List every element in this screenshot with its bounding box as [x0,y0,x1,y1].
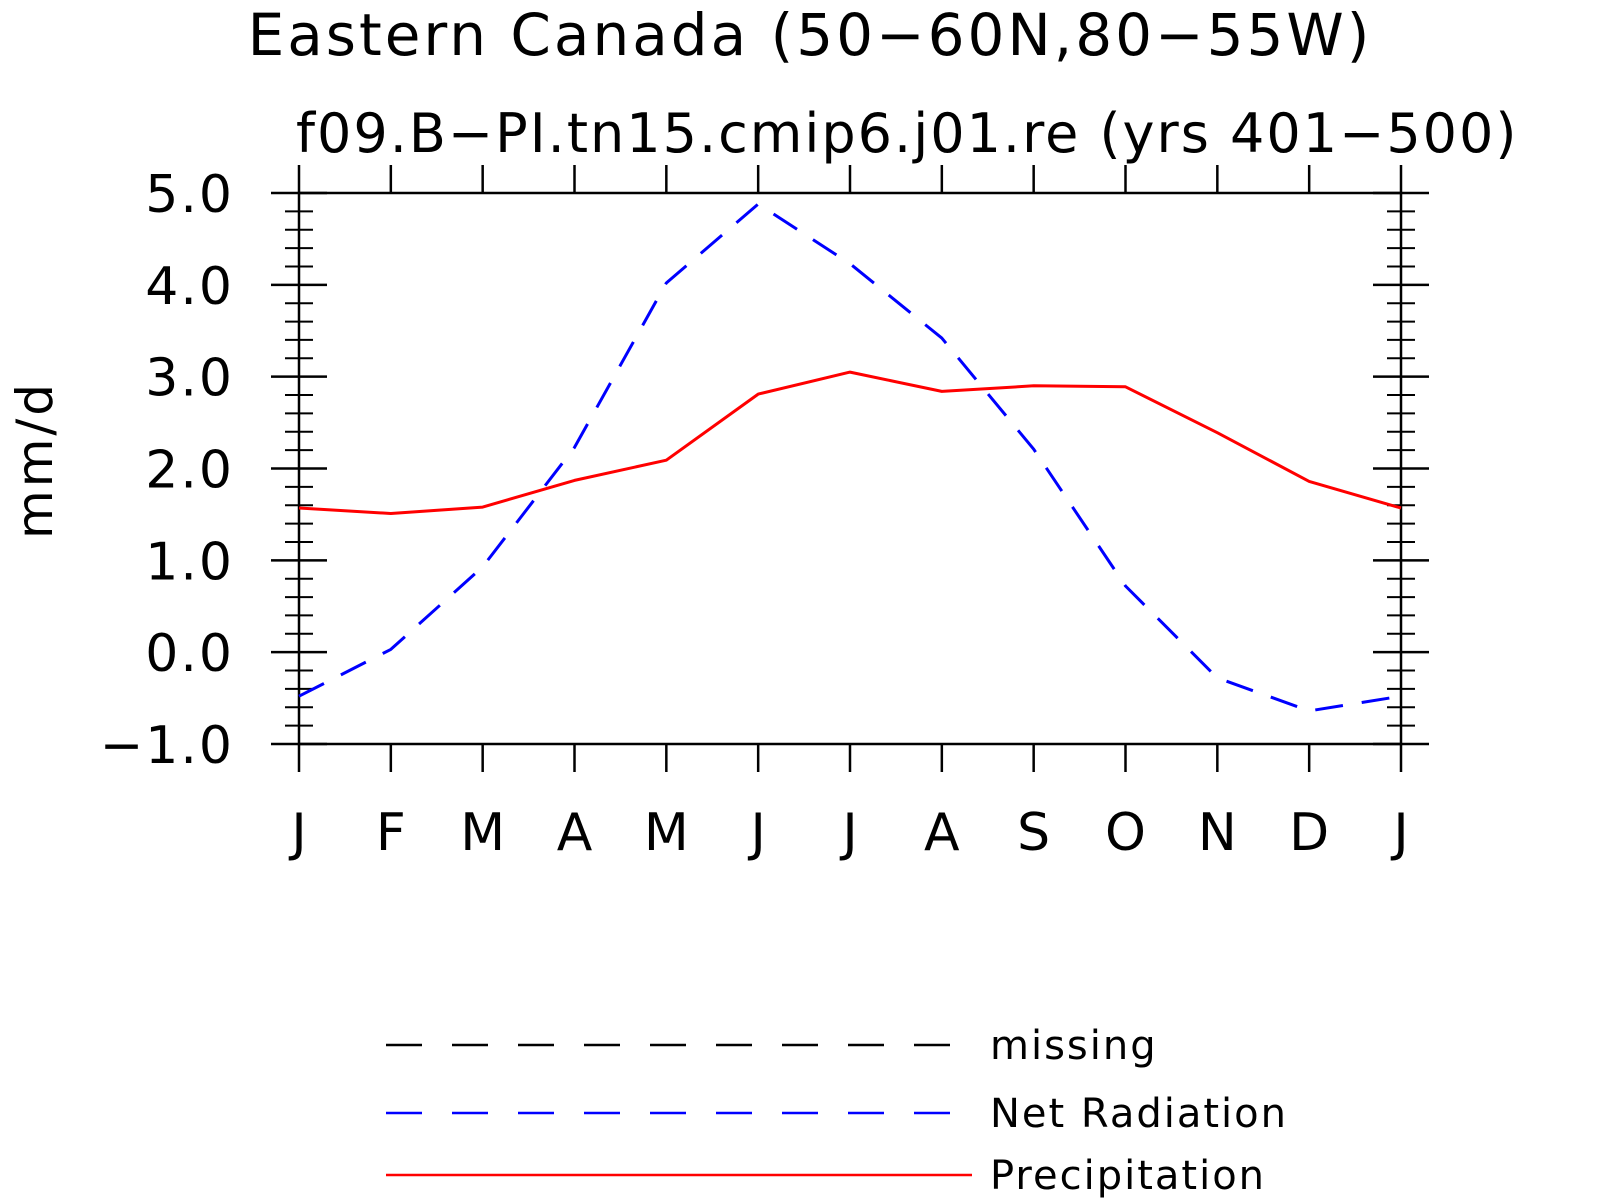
legend: missing Net Radiation Precipitation [386,1023,1288,1198]
chart-subtitle: f09.B−PI.tn15.cmip6.j01.re (yrs 401−500) [296,102,1518,165]
y-tick-label: 5.0 [145,165,234,225]
y-tick-label: 4.0 [145,257,234,317]
y-tick-label: 3.0 [145,349,234,409]
series-lines [298,202,1402,713]
y-tick-labels: −1.0 0.0 1.0 2.0 3.0 4.0 5.0 [100,165,234,776]
x-tick-label: O [1105,803,1146,863]
legend-label-net-radiation: Net Radiation [990,1091,1288,1137]
y-axis-label: mm/d [6,381,64,539]
x-tick-label: F [376,803,406,863]
legend-label-precipitation: Precipitation [990,1153,1266,1198]
y-tick-label: 0.0 [145,624,234,684]
x-tick-label: D [1289,803,1329,863]
y-tick-label: 2.0 [145,441,234,501]
series-line-precipitation [298,370,1402,515]
x-tick-label: M [460,803,505,863]
x-tick-label: N [1198,803,1237,863]
chart-title: Eastern Canada (50−60N,80−55W) [248,1,1373,69]
legend-label-missing: missing [990,1023,1158,1069]
y-tick-label: −1.0 [100,716,234,776]
y-tick-label: 1.0 [145,532,234,592]
series-line-net-radiation [298,202,1402,713]
x-tick-label: J [747,803,765,863]
x-tick-label: J [1390,803,1408,863]
x-tick-label: A [924,803,960,863]
x-tick-label: A [557,803,593,863]
axis-ticks [271,165,1429,772]
x-tick-label: S [1017,803,1050,863]
plot-area-frame [297,191,1403,746]
x-tick-label: J [839,803,857,863]
x-tick-label: M [644,803,689,863]
x-tick-label: J [288,803,306,863]
